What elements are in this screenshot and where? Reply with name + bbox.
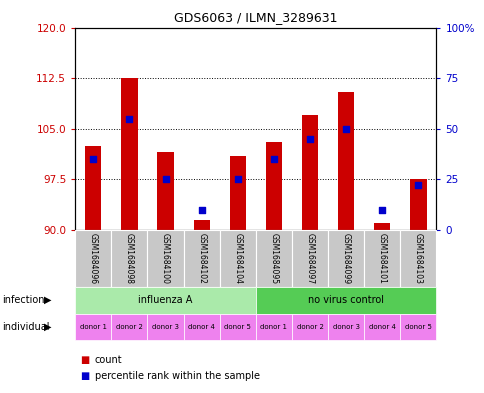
Text: GSM1684099: GSM1684099 [341, 233, 350, 284]
Bar [229, 156, 245, 230]
Bar [121, 78, 137, 230]
Point [305, 136, 313, 142]
Text: donor 1: donor 1 [79, 324, 106, 330]
Text: influenza A: influenza A [138, 295, 192, 305]
Bar [301, 115, 318, 230]
Text: count: count [94, 355, 122, 365]
Bar [85, 145, 101, 230]
Text: donor 1: donor 1 [260, 324, 287, 330]
Point [161, 176, 169, 182]
Text: donor 3: donor 3 [332, 324, 359, 330]
Text: GSM1684095: GSM1684095 [269, 233, 278, 284]
Text: ■: ■ [80, 355, 89, 365]
Title: GDS6063 / ILMN_3289631: GDS6063 / ILMN_3289631 [174, 11, 337, 24]
Text: no virus control: no virus control [307, 295, 383, 305]
Bar [373, 223, 390, 230]
Point [414, 182, 422, 189]
Bar [157, 152, 173, 230]
Text: donor 3: donor 3 [151, 324, 179, 330]
Text: donor 4: donor 4 [188, 324, 214, 330]
Text: individual: individual [2, 322, 50, 332]
Text: GSM1684098: GSM1684098 [124, 233, 134, 284]
Text: GSM1684103: GSM1684103 [413, 233, 422, 284]
Text: donor 5: donor 5 [224, 324, 251, 330]
Text: GSM1684097: GSM1684097 [305, 233, 314, 284]
Text: ▶: ▶ [44, 322, 51, 332]
Text: donor 2: donor 2 [116, 324, 142, 330]
Text: ■: ■ [80, 371, 89, 381]
Bar [337, 92, 354, 230]
Text: GSM1684102: GSM1684102 [197, 233, 206, 284]
Text: donor 4: donor 4 [368, 324, 395, 330]
Text: GSM1684104: GSM1684104 [233, 233, 242, 284]
Bar [265, 142, 282, 230]
Text: infection: infection [2, 295, 45, 305]
Point [89, 156, 97, 162]
Text: GSM1684100: GSM1684100 [161, 233, 170, 284]
Text: ▶: ▶ [44, 295, 51, 305]
Point [233, 176, 241, 182]
Point [270, 156, 277, 162]
Text: donor 2: donor 2 [296, 324, 323, 330]
Point [197, 206, 205, 213]
Point [342, 125, 349, 132]
Bar [409, 179, 426, 230]
Text: GSM1684096: GSM1684096 [89, 233, 98, 284]
Point [378, 206, 385, 213]
Text: donor 5: donor 5 [404, 324, 431, 330]
Text: percentile rank within the sample: percentile rank within the sample [94, 371, 259, 381]
Text: GSM1684101: GSM1684101 [377, 233, 386, 284]
Bar [193, 220, 210, 230]
Point [125, 116, 133, 122]
